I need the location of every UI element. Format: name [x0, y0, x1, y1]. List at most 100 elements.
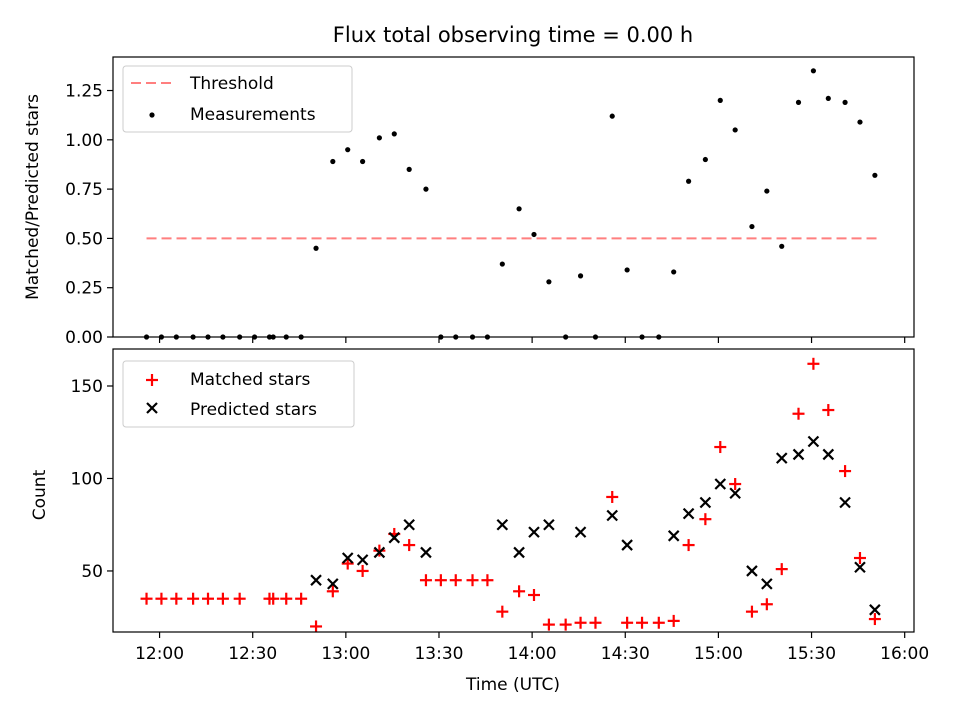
ratio-y-tick-label: 0.25 [65, 279, 103, 299]
measurement-point [810, 68, 817, 74]
count-x-ticks: 12:00 12:30 13:00 13:30 14:00 14:30 15:00 15:30… [135, 632, 929, 664]
predicted-star-point [388, 531, 401, 544]
measurement-point [732, 127, 738, 133]
predicted-star-point [667, 530, 680, 542]
count-y-ticks: 50 100 150 [71, 377, 113, 582]
matched-star-point [775, 563, 788, 576]
chart-title: Flux total observing time = 0.00 h [333, 23, 693, 47]
measurement-point [702, 156, 708, 163]
measurement-point [531, 231, 537, 238]
predicted-star-point [341, 552, 354, 564]
predicted-star-point [682, 507, 695, 520]
matched-star-point [140, 592, 153, 605]
predicted-star-point [327, 578, 339, 590]
ratio-y-ticks: 0.00 0.25 0.50 0.75 1.00 1.25 [65, 82, 113, 348]
measurement-point [546, 279, 552, 285]
predicted-star-point [869, 604, 881, 616]
matched-star-point [496, 605, 509, 618]
matched-star-point [636, 616, 649, 629]
matched-star-point [729, 478, 742, 491]
measurement-point [686, 178, 692, 184]
ratio-legend: Threshold Measurements [122, 65, 353, 133]
predicted-star-point [714, 478, 727, 490]
measurement-point [609, 113, 615, 119]
count-x-tick-label: 12:30 [228, 644, 277, 664]
predicted-star-point [822, 448, 835, 461]
matched-star-point [822, 404, 835, 417]
ratio-x-ticks [158, 337, 906, 343]
count-x-tick-label: 14:00 [508, 644, 557, 664]
predicted-star-point [807, 435, 820, 448]
matched-star-point [621, 616, 634, 629]
predicted-star-point [839, 496, 851, 509]
measurement-point [345, 147, 351, 153]
predicted-star-point [310, 574, 322, 586]
matched-star-point [589, 616, 602, 629]
ratio-y-tick-label: 0.00 [65, 328, 103, 348]
predicted-star-point [373, 546, 386, 559]
matched-star-point [326, 585, 339, 598]
matched-star-point [667, 614, 680, 627]
matched-star-point [155, 592, 168, 605]
matched-star-point [310, 620, 323, 633]
measurement-point [717, 97, 723, 103]
ratio-y-tick-label: 1.25 [65, 82, 103, 102]
matched-star-point [682, 539, 695, 552]
measurement-point [516, 206, 522, 212]
matched-star-point [449, 574, 462, 587]
predicted-star-point [543, 518, 555, 531]
measurement-point [764, 188, 770, 194]
ratio-legend-frame [122, 65, 353, 133]
predicted-star-point [574, 526, 587, 538]
matched-star-point [373, 544, 386, 557]
predicted-star-point [792, 448, 805, 461]
x-axis-label: Time (UTC) [465, 675, 560, 695]
matched-star-point [170, 592, 183, 605]
matched-star-point [606, 490, 619, 503]
measurement-point [391, 131, 397, 137]
count-x-tick-label: 15:00 [694, 644, 743, 664]
measurement-point [825, 95, 831, 102]
count-legend: Matched stars Predicted stars [122, 360, 355, 428]
measurement-point [313, 245, 319, 251]
measurement-point [577, 273, 584, 279]
measurement-point [499, 261, 505, 267]
ratio-plot-frame [112, 56, 915, 338]
matched-star-point [419, 574, 432, 587]
matched-star-point [527, 589, 540, 602]
count-y-tick-label: 150 [71, 377, 103, 397]
matched-star-point [853, 552, 866, 565]
matched-star-point [202, 592, 215, 605]
ratio-panel: 0.00 0.25 0.50 0.75 1.00 1.25 Matched/Predict… [23, 56, 915, 348]
measurement-point [749, 223, 755, 230]
matched-star-point [868, 613, 881, 626]
legend-measurements-label: Measurements [190, 105, 316, 125]
count-x-tick-label: 16:00 [880, 644, 929, 664]
measurement-point [842, 99, 848, 105]
matched-star-point [481, 574, 494, 587]
matched-star-point [295, 592, 308, 605]
count-x-tick-label: 14:30 [601, 644, 650, 664]
matched-star-point [216, 592, 229, 605]
matched-star-point [466, 574, 479, 587]
matched-star-point [559, 618, 572, 631]
matched-star-point [542, 618, 555, 631]
count-y-tick-label: 50 [81, 562, 103, 582]
matched-star-point [267, 592, 280, 605]
matched-star-point [652, 616, 665, 629]
measurement-point [779, 243, 785, 249]
measurement-point [872, 172, 878, 178]
count-plot-frame [112, 348, 915, 633]
ratio-y-axis-label: Matched/Predicted stars [23, 94, 43, 300]
matched-star-point [760, 598, 773, 611]
predicted-star-point [746, 565, 758, 577]
predicted-star-point [854, 561, 866, 574]
ratio-y-tick-label: 1.00 [65, 131, 103, 151]
legend-threshold-label: Threshold [189, 74, 274, 94]
matched-star-point [280, 592, 293, 605]
legend-predicted-swatch [146, 402, 158, 414]
predicted-star-point [403, 518, 415, 531]
predicted-star-point [496, 518, 509, 531]
matched-star-point [187, 592, 200, 605]
